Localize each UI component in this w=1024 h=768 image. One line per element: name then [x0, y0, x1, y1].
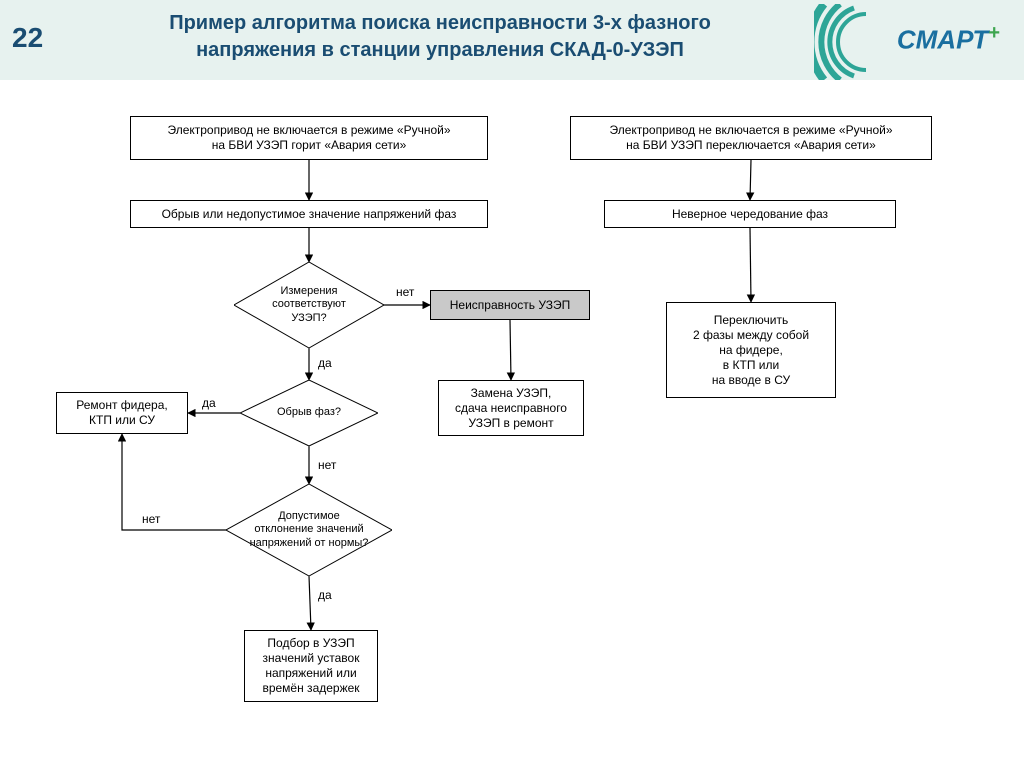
- flowchart-node-left_start: Электропривод не включается в режиме «Ру…: [130, 116, 488, 160]
- flowchart-decision-d3: Допустимоеотклонение значенийнапряжений …: [226, 484, 392, 576]
- edge-label: нет: [396, 285, 414, 299]
- edge-label: нет: [142, 512, 160, 526]
- edge-label: да: [202, 396, 216, 410]
- logo-text: СМАРТ+: [897, 22, 1000, 56]
- title-line-1: Пример алгоритма поиска неисправности 3-…: [169, 12, 711, 34]
- page-title: Пример алгоритма поиска неисправности 3-…: [95, 10, 785, 64]
- flowchart-decision-d2: Обрыв фаз?: [240, 380, 378, 446]
- edge-label: да: [318, 356, 332, 370]
- flowchart-node-right_start: Электропривод не включается в режиме «Ру…: [570, 116, 932, 160]
- logo: СМАРТ+: [814, 4, 1014, 76]
- flowchart-node-fault: Неисправность УЗЭП: [430, 290, 590, 320]
- flowchart-node-tune: Подбор в УЗЭПзначений уставокнапряжений …: [244, 630, 378, 702]
- edge-label: нет: [318, 458, 336, 472]
- page-number: 22: [12, 22, 43, 54]
- flowchart-node-right_cause: Неверное чередование фаз: [604, 200, 896, 228]
- flowchart-node-right_action: Переключить2 фазы между собойна фидере,в…: [666, 302, 836, 398]
- logo-plus-icon: +: [988, 22, 1000, 44]
- flowchart-decision-d1: ИзмерениясоответствуютУЗЭП?: [234, 262, 384, 348]
- edge-label: да: [318, 588, 332, 602]
- flowchart-node-replace: Замена УЗЭП,сдача неисправногоУЗЭП в рем…: [438, 380, 584, 436]
- flowchart-node-repair: Ремонт фидера,КТП или СУ: [56, 392, 188, 434]
- header: 22 Пример алгоритма поиска неисправности…: [0, 0, 1024, 80]
- title-line-2: напряжения в станции управления СКАД-0-У…: [196, 39, 684, 61]
- logo-arcs-icon: [814, 4, 904, 80]
- flowchart-node-left_cause: Обрыв или недопустимое значение напряжен…: [130, 200, 488, 228]
- flowchart-canvas: Электропривод не включается в режиме «Ру…: [0, 80, 1024, 768]
